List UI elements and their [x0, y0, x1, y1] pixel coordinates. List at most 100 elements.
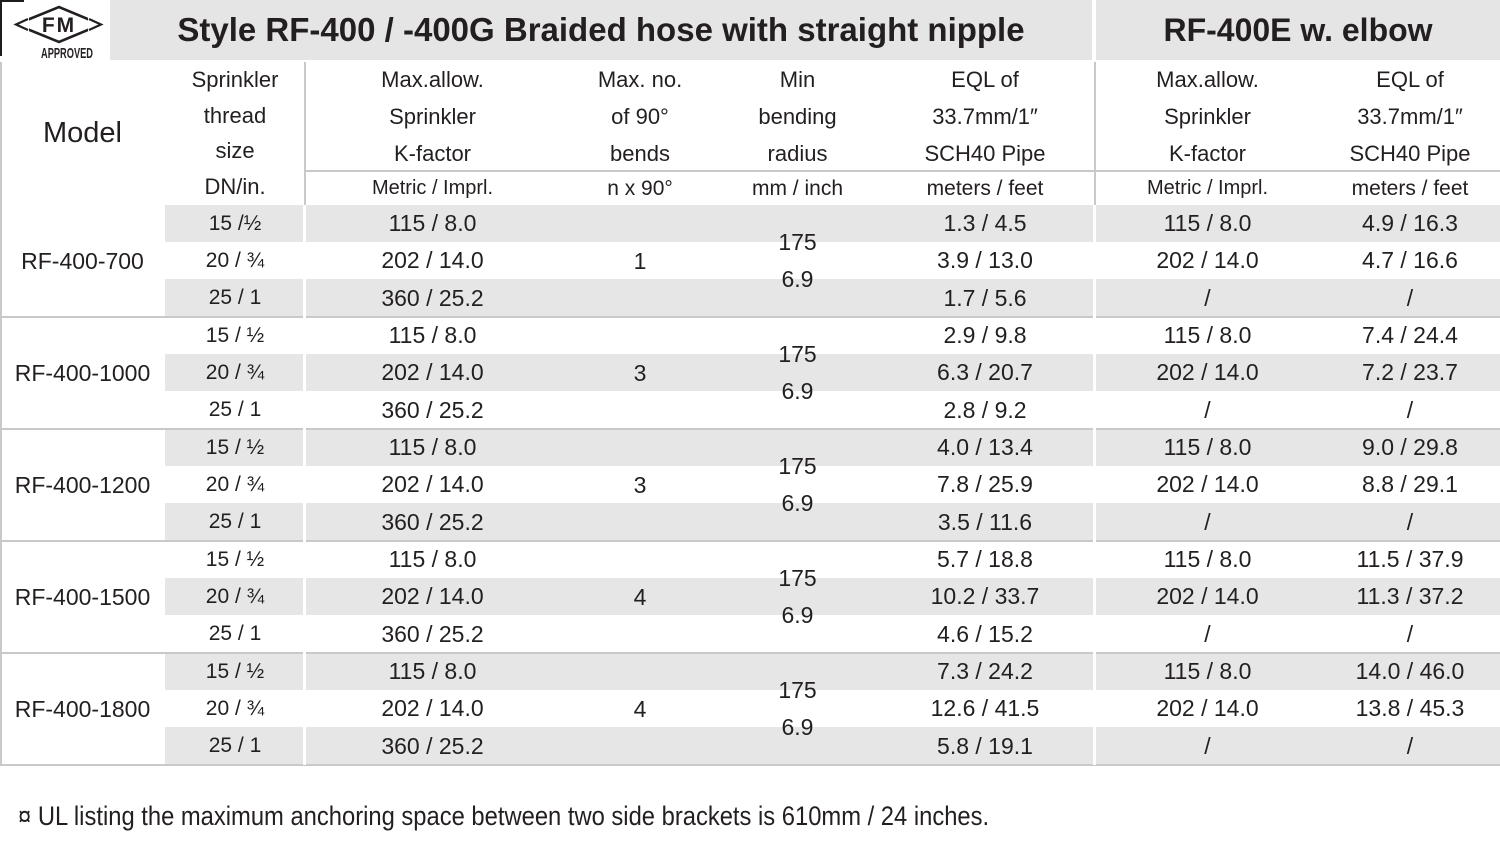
header-line: Sprinkler — [389, 103, 476, 129]
model-cell: RF-400-1000 — [14, 360, 151, 386]
header-line: bending — [758, 103, 837, 129]
group-divider — [0, 316, 1500, 318]
table-left-border — [0, 62, 2, 765]
radius-inch: 6.9 — [781, 602, 814, 628]
elbow-eql-cell: 7.4 / 24.4 — [1362, 322, 1458, 348]
section-divider — [1093, 205, 1096, 765]
thread-cell: 15 / ½ — [205, 660, 265, 683]
header-units-divider — [305, 170, 1500, 172]
radius-cell: 175 6.9 — [720, 541, 875, 653]
elbow-eql-cell: / — [1406, 621, 1414, 647]
elbow-eql-cell: 11.5 / 37.9 — [1356, 546, 1464, 572]
kfactor-cell: 202 / 14.0 — [381, 247, 484, 273]
eql-cell: 6.3 / 20.7 — [937, 359, 1033, 385]
row-band — [165, 429, 1500, 466]
header-line: bends — [610, 140, 670, 166]
kfactor-cell: 115 / 8.0 — [388, 434, 477, 460]
bends-cell: 3 — [633, 472, 647, 498]
column-header-thread-size: Sprinkler thread size DN/in. — [165, 62, 305, 205]
thread-cell: 20 / ¾ — [205, 361, 265, 384]
model-cell: RF-400-1200 — [14, 472, 151, 498]
radius-inch: 6.9 — [781, 378, 814, 404]
eql-cell: 7.3 / 24.2 — [937, 658, 1033, 684]
eql-cell: 3.9 / 13.0 — [937, 247, 1033, 273]
radius-mm: 175 — [778, 229, 817, 255]
fm-approved-logo: FM APPROVED — [0, 0, 110, 62]
elbow-kfactor-cell: 202 / 14.0 — [1156, 583, 1259, 609]
group-divider — [0, 652, 1500, 654]
thread-cell: 25 / 1 — [208, 286, 262, 309]
unit-label-eql: meters / feet — [926, 177, 1044, 200]
row-band — [165, 354, 1500, 391]
eql-cell: 5.7 / 18.8 — [937, 546, 1033, 572]
header-line: 33.7mm/1″ — [932, 103, 1038, 129]
thread-cell: 25 / 1 — [208, 510, 262, 533]
elbow-eql-cell: 11.3 / 37.2 — [1356, 583, 1464, 609]
header-line: 33.7mm/1″ — [1357, 103, 1463, 129]
page-title: Style RF-400 / -400G Braided hose with s… — [177, 11, 1025, 48]
thread-cell: 20 / ¾ — [205, 249, 265, 272]
bends-cell: 4 — [633, 696, 647, 722]
column-header-eql: EQL of 33.7mm/1″ SCH40 Pipe — [875, 62, 1095, 172]
thread-cell: 25 / 1 — [208, 398, 262, 421]
radius-cell: 175 6.9 — [720, 429, 875, 541]
title-divider — [1092, 0, 1096, 60]
elbow-kfactor-cell: 115 / 8.0 — [1163, 658, 1252, 684]
elbow-eql-cell: 4.7 / 16.6 — [1362, 247, 1458, 273]
elbow-kfactor-cell: 115 / 8.0 — [1163, 546, 1252, 572]
row-band — [165, 653, 1500, 690]
thread-cell: 15 / ½ — [205, 436, 265, 459]
column-divider — [303, 205, 306, 765]
thread-cell: 15 /½ — [208, 212, 262, 235]
elbow-eql-cell: 7.2 / 23.7 — [1362, 359, 1458, 385]
fm-logo-text: FM — [42, 14, 76, 37]
column-header-bending-radius: Min bending radius — [720, 62, 875, 172]
eql-cell: 2.8 / 9.2 — [943, 397, 1027, 423]
eql-cell: 1.7 / 5.6 — [943, 285, 1027, 311]
model-cell: RF-400-1800 — [14, 696, 151, 722]
elbow-kfactor-cell: 202 / 14.0 — [1156, 247, 1259, 273]
thread-cell: 15 / ½ — [205, 324, 265, 347]
ul-listing-footnote: ¤ UL listing the maximum anchoring space… — [18, 801, 990, 831]
elbow-kfactor-cell: / — [1204, 733, 1211, 759]
elbow-kfactor-cell: 115 / 8.0 — [1163, 322, 1252, 348]
header-line: K-factor — [393, 140, 472, 166]
eql-cell: 4.6 / 15.2 — [937, 621, 1033, 647]
approved-logo-text: APPROVED — [41, 45, 93, 60]
header-line: Max.allow. — [1156, 67, 1259, 93]
header-line: Max.allow. — [381, 67, 484, 93]
radius-mm: 175 — [778, 565, 817, 591]
kfactor-cell: 115 / 8.0 — [388, 546, 477, 572]
column-header-bends: Max. no. of 90° bends — [560, 62, 720, 172]
eql-cell: 10.2 / 33.7 — [930, 583, 1040, 609]
row-band — [165, 727, 1500, 765]
kfactor-cell: 115 / 8.0 — [388, 210, 477, 236]
thread-cell: 20 / ¾ — [205, 473, 265, 496]
elbow-eql-cell: 13.8 / 45.3 — [1355, 695, 1465, 721]
radius-mm: 175 — [778, 677, 817, 703]
elbow-kfactor-cell: / — [1204, 285, 1211, 311]
kfactor-cell: 202 / 14.0 — [381, 471, 484, 497]
kfactor-cell: 202 / 14.0 — [381, 695, 484, 721]
elbow-kfactor-cell: 202 / 14.0 — [1156, 695, 1259, 721]
radius-inch: 6.9 — [781, 714, 814, 740]
elbow-eql-cell: 14.0 / 46.0 — [1355, 658, 1465, 684]
kfactor-cell: 202 / 14.0 — [381, 359, 484, 385]
row-band — [165, 578, 1500, 615]
elbow-eql-cell: / — [1406, 285, 1414, 311]
kfactor-cell: 115 / 8.0 — [388, 658, 477, 684]
fm-diamond-icon: FM APPROVED — [11, 5, 106, 62]
elbow-eql-cell: 9.0 / 29.8 — [1362, 434, 1458, 460]
title-bar — [0, 0, 1500, 60]
scan-edge-artifact — [0, 0, 2, 56]
elbow-kfactor-cell: / — [1204, 397, 1211, 423]
radius-cell: 175 6.9 — [720, 653, 875, 765]
elbow-kfactor-cell: / — [1204, 509, 1211, 535]
header-line: Sprinkler — [191, 66, 279, 92]
unit-label-elbow-eql: meters / feet — [1351, 177, 1469, 200]
column-header-model: Model — [43, 117, 122, 149]
kfactor-cell: 360 / 25.2 — [381, 509, 484, 535]
section-divider — [1094, 62, 1096, 205]
radius-mm: 175 — [778, 341, 817, 367]
